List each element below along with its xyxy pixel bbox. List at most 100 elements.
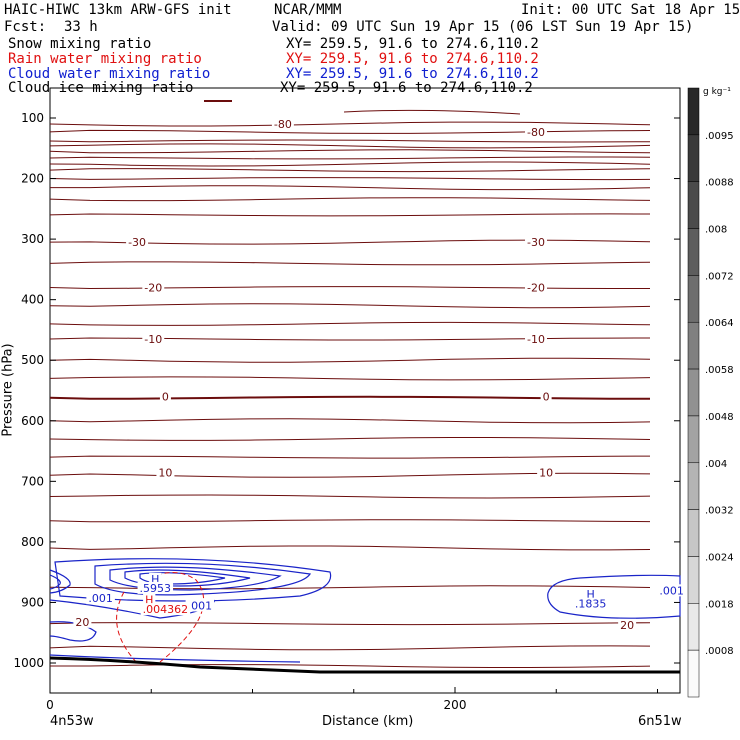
isotherm-label-bg [142, 333, 165, 346]
cloud-water-label-bg [137, 581, 174, 594]
model-title: HAIC-HIWC 13km ARW-GFS init [4, 2, 232, 18]
isotherm-label-bg [73, 615, 92, 628]
rain-water-contour [116, 591, 139, 665]
colorbar-label: .0095 [705, 131, 734, 142]
cloud-water-label: .001 [659, 584, 684, 597]
y-tick-label: 100 [21, 111, 44, 125]
isotherm-label: -20 [144, 282, 162, 295]
field-snow-xy: XY= 259.5, 91.6 to 274.6,110.2 [286, 36, 539, 52]
rain-water-label-bg [143, 593, 156, 606]
cloud-water-label: H [587, 588, 595, 601]
y-tick-label: 300 [21, 232, 44, 246]
isotherm-line [49, 472, 651, 478]
isotherm-label-bg [618, 618, 637, 631]
cloud-water-label-bg [572, 597, 609, 610]
colorbar-swatch [687, 368, 700, 417]
isotherm-line [49, 161, 651, 167]
org-label: NCAR/MMM [274, 2, 342, 18]
forecast-label: Fcst: [4, 19, 47, 35]
cloud-water-label: .1835 [575, 598, 607, 611]
isotherm-line [49, 139, 651, 143]
colorbar-swatch [687, 321, 700, 370]
y-tick-label: 400 [21, 293, 44, 307]
isotherm-line [49, 286, 650, 290]
y-tick-label: 900 [21, 595, 44, 609]
colorbar-swatch [687, 275, 700, 323]
colorbar-swatch [687, 649, 700, 698]
isotherm-label: -20 [527, 282, 545, 295]
isotherm-label: 20 [620, 619, 634, 632]
x-tick-label: 200 [444, 698, 467, 712]
forecast-hour: 33 h [64, 19, 98, 35]
isotherm-line [49, 418, 651, 424]
isotherm-line [49, 168, 651, 173]
isotherm-line [49, 261, 651, 266]
colorbar-swatch [687, 415, 700, 464]
cloud-water-label-bg [584, 587, 597, 600]
rain-water-contours [116, 572, 205, 665]
isotherm-label-bg [156, 466, 175, 479]
isotherm-label: -80 [527, 126, 545, 139]
isotherm-line [49, 645, 651, 651]
cloud-water-label: .001 [188, 599, 213, 612]
isotherm-label: -10 [527, 333, 545, 346]
rain-water-contour [149, 572, 205, 663]
colorbar-label: .0058 [705, 365, 734, 376]
isotherm-line [49, 321, 651, 326]
cloud-water-label-bg [149, 572, 162, 585]
colorbar-swatch [687, 603, 700, 651]
y-tick-label: 200 [21, 172, 44, 186]
colorbar-label: .0072 [705, 271, 734, 282]
isotherm-label-bg [271, 118, 294, 131]
x-tick-label: 0 [46, 698, 54, 712]
field-cloudwater-xy: XY= 259.5, 91.6 to 274.6,110.2 [286, 66, 539, 82]
isotherm-line [49, 622, 651, 626]
isotherm-label: 10 [539, 466, 553, 479]
isotherm-line [49, 437, 651, 441]
isotherm-label-bg [537, 466, 556, 479]
cloud-water-label: H [151, 573, 159, 586]
isotherm-line [49, 545, 651, 551]
cloud-water-contour [94, 562, 311, 596]
colorbar-label: .0088 [705, 178, 734, 189]
cloud-water-label-bg [657, 584, 686, 597]
isotherm-line [49, 239, 651, 245]
field-snow-name: Snow mixing ratio [8, 36, 152, 52]
colorbar-swatch [687, 134, 700, 182]
isotherm-line [49, 129, 651, 134]
isotherm-line [49, 185, 651, 191]
colorbar-swatch [687, 87, 700, 136]
colorbar-label: .008 [705, 225, 727, 236]
y-tick-label: 800 [21, 535, 44, 549]
colorbar-label: .0032 [705, 506, 734, 517]
colorbar-label: .0048 [705, 412, 734, 423]
terrain-line [49, 656, 680, 674]
colorbar-label: .0008 [705, 646, 734, 657]
isotherm-fragment [343, 109, 521, 115]
isotherm-label-bg [525, 125, 547, 138]
isotherm-line [49, 395, 651, 400]
colorbar-label: .0018 [705, 599, 734, 610]
colorbar-unit: g kg⁻¹ [703, 87, 731, 97]
colorbar-swatch [687, 228, 700, 276]
field-cloudwater-name: Cloud water mixing ratio [8, 66, 211, 82]
cloud-water-label: .5953 [140, 582, 172, 595]
isotherm-line [49, 376, 651, 381]
isotherm-line [49, 197, 651, 202]
colorbar-label: .0064 [705, 318, 734, 329]
x-left-endpoint: 4n53w [50, 714, 94, 729]
valid-time: Valid: 09 UTC Sun 19 Apr 15 (06 LST Sun … [272, 19, 694, 35]
y-tick-label: 700 [21, 474, 44, 488]
colorbar-swatch [687, 509, 700, 557]
x-axis-title: Distance (km) [322, 714, 414, 729]
cloud-water-contour [49, 569, 71, 594]
isotherm-line [49, 149, 651, 154]
cloud-water-label: .001 [88, 592, 113, 605]
colorbar-swatch [687, 181, 700, 229]
isotherm-line [49, 156, 651, 160]
isotherm-line [49, 494, 651, 499]
isotherm-line [49, 337, 651, 341]
isotherm-label-bg [540, 390, 552, 403]
